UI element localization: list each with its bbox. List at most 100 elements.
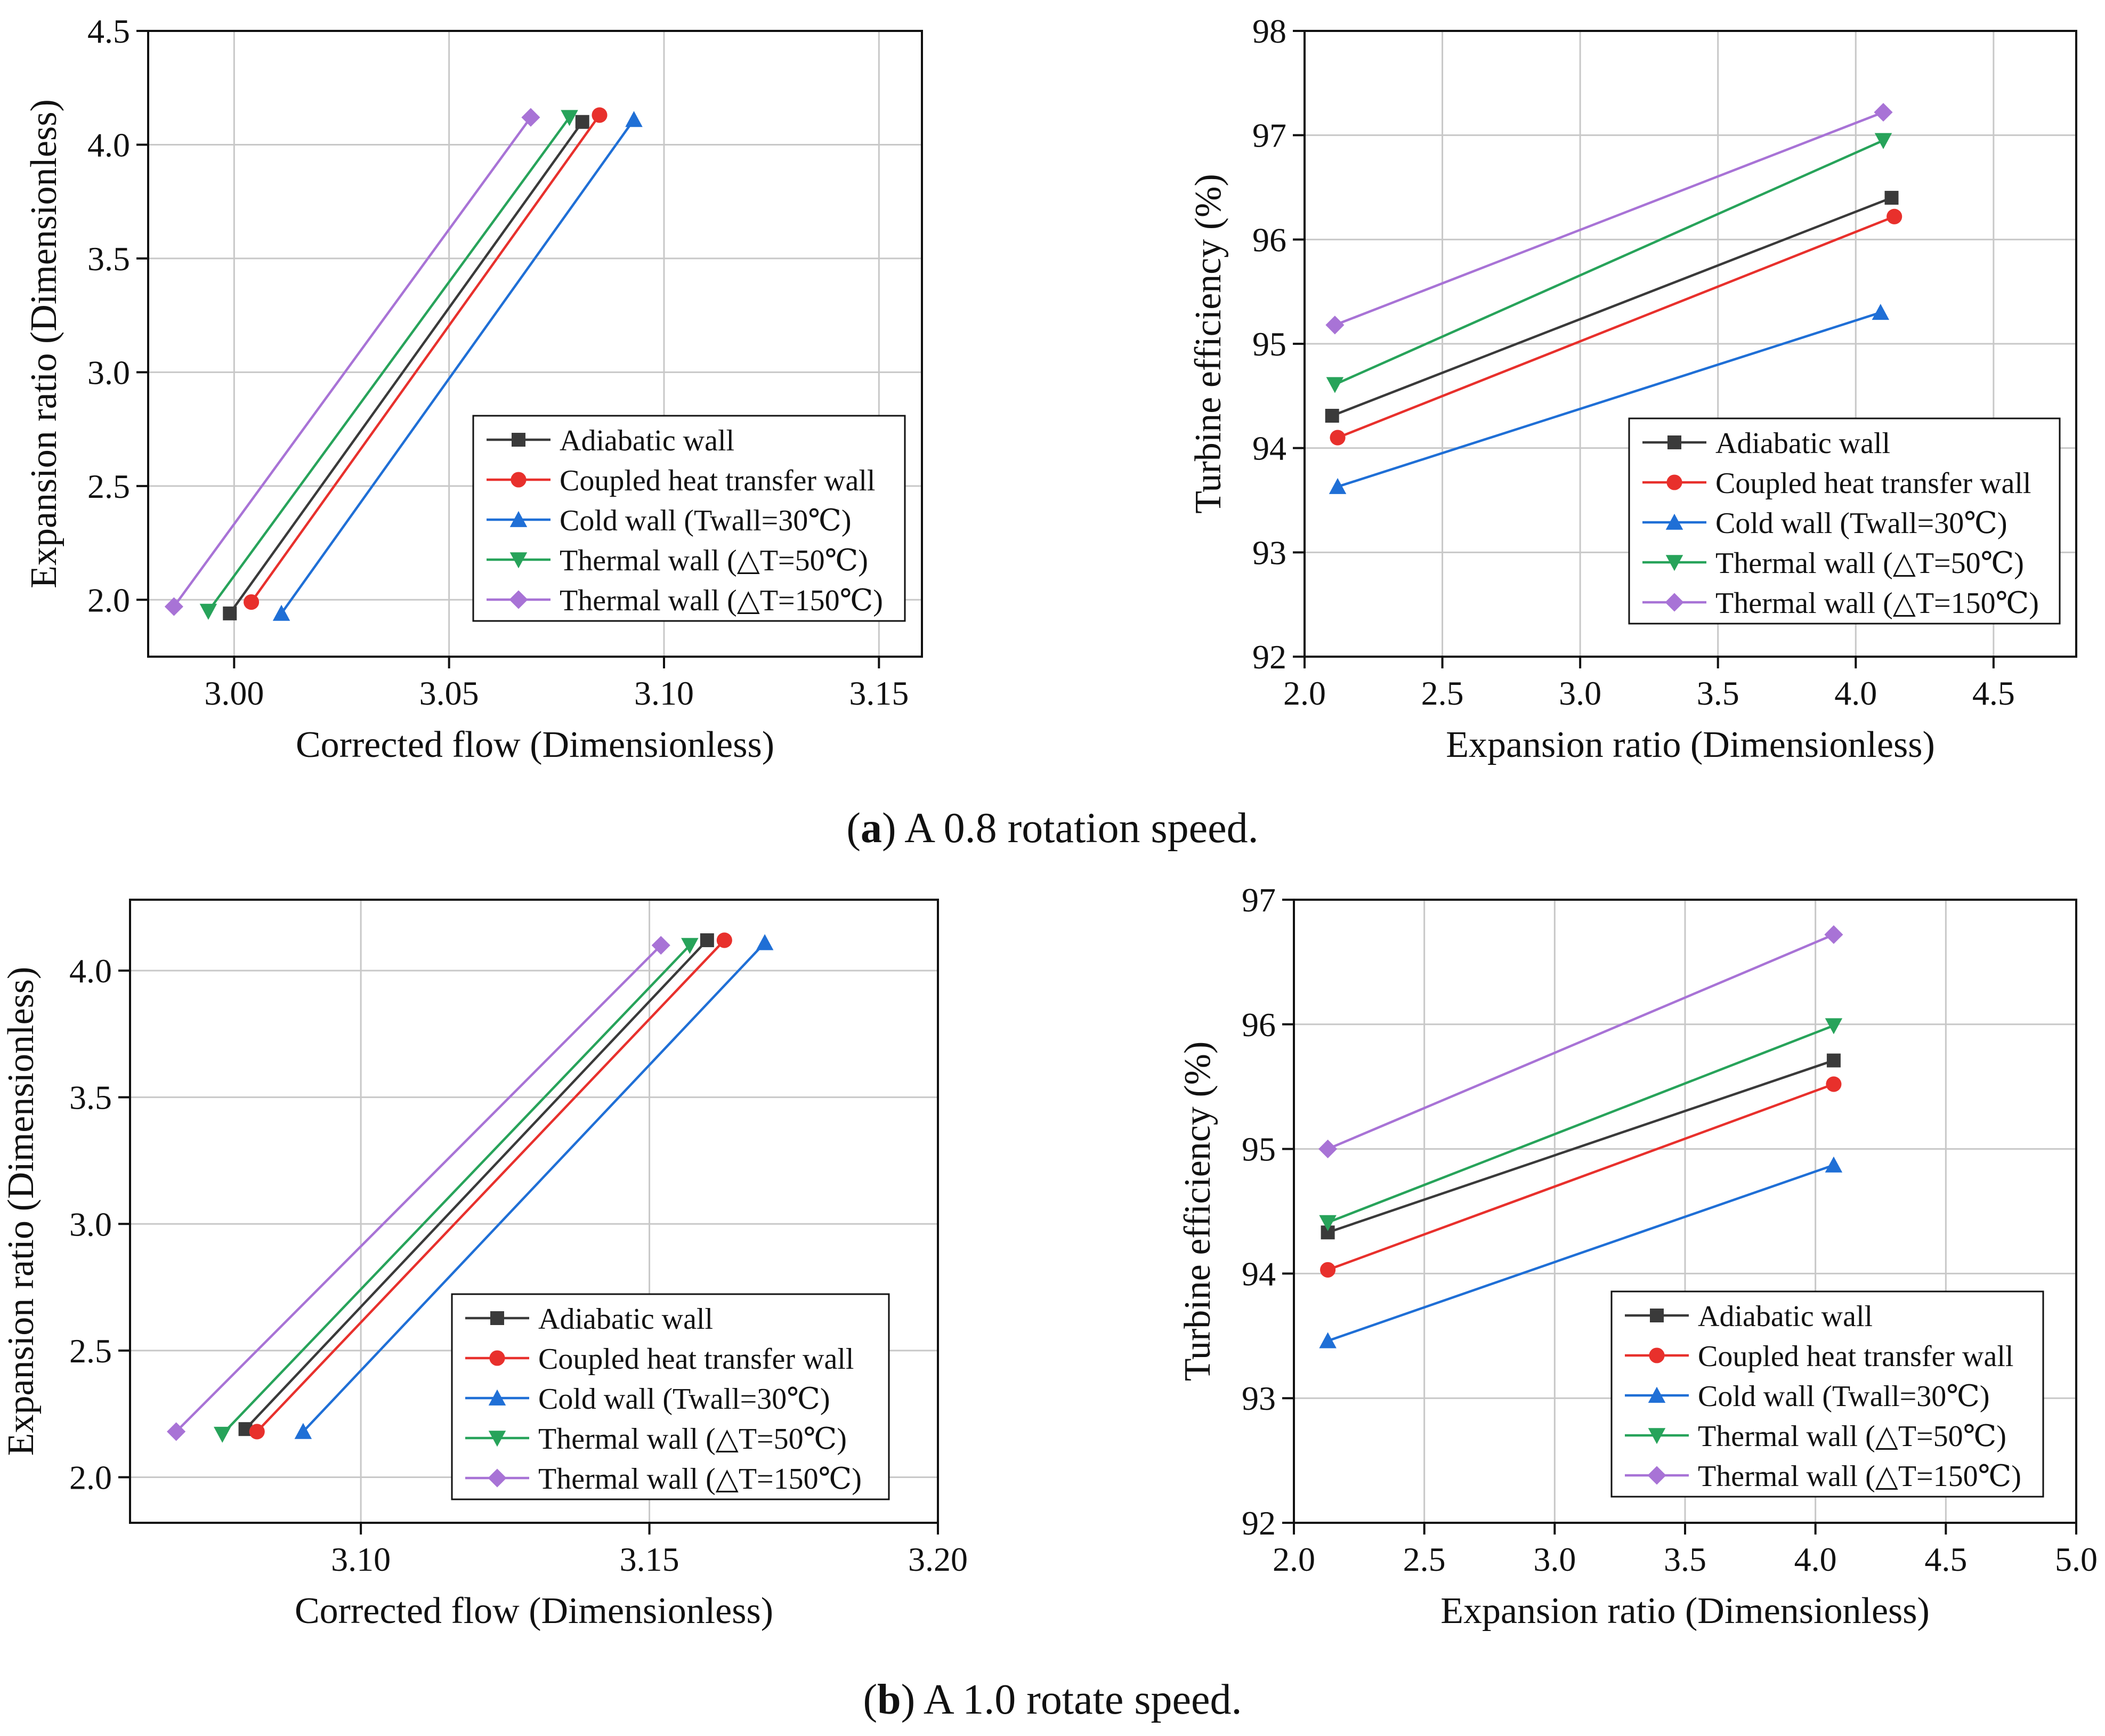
legend-marker-thermal50 bbox=[488, 1431, 506, 1447]
legend-label-adiabatic: Adiabatic wall bbox=[538, 1303, 713, 1336]
series-cold bbox=[294, 934, 774, 1439]
data-point-cold bbox=[294, 1423, 312, 1439]
legend-marker-thermal50 bbox=[1648, 1428, 1666, 1444]
x-tick-label: 3.5 bbox=[1664, 1540, 1706, 1578]
series-thermal50 bbox=[1319, 1018, 1843, 1231]
x-axis-label: Expansion ratio (Dimensionless) bbox=[1446, 724, 1935, 765]
x-tick-label: 3.05 bbox=[419, 674, 479, 712]
data-point-thermal150 bbox=[164, 597, 183, 616]
x-tick-label: 4.5 bbox=[1924, 1540, 1967, 1578]
data-point-coupled bbox=[592, 107, 608, 123]
series-line-thermal50 bbox=[207, 116, 571, 612]
y-tick-label: 2.5 bbox=[87, 467, 130, 505]
x-tick-label: 2.5 bbox=[1421, 674, 1464, 712]
x-tick-label: 2.5 bbox=[1403, 1540, 1446, 1578]
y-tick-label: 98 bbox=[1252, 12, 1286, 50]
legend-label-thermal150: Thermal wall (△T=150℃) bbox=[538, 1463, 862, 1496]
legend-marker-thermal150 bbox=[488, 1468, 507, 1488]
y-tick-label: 97 bbox=[1242, 881, 1276, 919]
legend-marker-thermal50 bbox=[1665, 555, 1683, 571]
legend-box bbox=[1610, 1290, 2044, 1498]
data-point-thermal150 bbox=[1874, 103, 1893, 122]
x-tick-label: 4.0 bbox=[1794, 1540, 1837, 1578]
data-point-adiabatic bbox=[1884, 191, 1899, 205]
plot-frame bbox=[129, 899, 939, 1524]
y-tick-label: 4.0 bbox=[69, 952, 112, 990]
y-tick-label: 95 bbox=[1252, 325, 1286, 363]
y-axis-label: Turbine efficiency (%) bbox=[1177, 1041, 1218, 1382]
legend-label-coupled: Coupled heat transfer wall bbox=[538, 1343, 854, 1376]
series-line-cold bbox=[1327, 1164, 1834, 1342]
y-tick-label: 4.5 bbox=[87, 12, 130, 50]
y-axis-label: Turbine efficiency (%) bbox=[1188, 174, 1229, 514]
legend-label-thermal50: Thermal wall (△T=50℃) bbox=[538, 1423, 847, 1456]
data-point-cold bbox=[1872, 304, 1890, 320]
x-tick-label: 3.10 bbox=[634, 674, 694, 712]
legend-label-cold: Cold wall (Twall=30℃) bbox=[538, 1383, 830, 1416]
data-point-thermal50 bbox=[561, 110, 578, 126]
legend-marker-adiabatic bbox=[1667, 435, 1681, 449]
series-thermal150 bbox=[164, 108, 540, 616]
data-point-thermal50 bbox=[1319, 1215, 1337, 1231]
series-line-thermal150 bbox=[173, 116, 532, 608]
data-point-adiabatic bbox=[1325, 409, 1339, 423]
y-tick-label: 95 bbox=[1242, 1131, 1276, 1168]
legend-marker-coupled bbox=[489, 1350, 505, 1366]
legend-label-adiabatic: Adiabatic wall bbox=[1715, 427, 1890, 460]
x-tick-label: 3.15 bbox=[620, 1540, 679, 1578]
series-line-cold bbox=[302, 942, 766, 1433]
legend-label-thermal150: Thermal wall (△T=150℃) bbox=[1698, 1460, 2021, 1493]
x-tick-label: 3.20 bbox=[908, 1540, 968, 1578]
data-point-thermal50 bbox=[214, 1426, 231, 1443]
y-tick-label: 97 bbox=[1252, 117, 1286, 155]
legend-label-thermal150: Thermal wall (△T=150℃) bbox=[1715, 587, 2039, 620]
series-line-adiabatic bbox=[244, 939, 708, 1430]
x-tick-label: 2.0 bbox=[1283, 674, 1326, 712]
legend-box bbox=[1628, 417, 2061, 625]
series-thermal50 bbox=[214, 938, 699, 1443]
y-tick-label: 96 bbox=[1252, 221, 1286, 259]
series-line-adiabatic bbox=[1327, 1059, 1834, 1234]
legend-marker-thermal150 bbox=[509, 590, 528, 609]
legend-label-thermal50: Thermal wall (△T=50℃) bbox=[1698, 1420, 2006, 1453]
y-tick-label: 2.0 bbox=[87, 581, 130, 619]
chart-a-right: 2.0 2.5 3.0 3.5 4.0 4.5 92 93 94 95 96 97 98 Expansio… bbox=[1188, 12, 2077, 765]
legend-marker-adiabatic bbox=[512, 433, 525, 447]
y-tick-label: 94 bbox=[1252, 430, 1286, 467]
y-tick-label: 92 bbox=[1252, 638, 1286, 676]
legend-marker-cold bbox=[1665, 513, 1683, 530]
y-tick-label: 3.5 bbox=[69, 1079, 112, 1117]
y-tick-label: 96 bbox=[1242, 1006, 1276, 1044]
series-cold bbox=[1329, 304, 1890, 494]
caption-b: (b) A 1.0 rotate speed. bbox=[863, 1676, 1242, 1723]
series-line-thermal50 bbox=[1327, 1024, 1834, 1224]
legend-label-thermal150: Thermal wall (△T=150℃) bbox=[560, 584, 883, 617]
x-axis-label: Corrected flow (Dimensionless) bbox=[295, 1590, 773, 1632]
series-adiabatic bbox=[223, 115, 589, 620]
y-tick-label: 3.0 bbox=[87, 353, 130, 391]
series-line-cold bbox=[1337, 311, 1881, 488]
series-coupled bbox=[1330, 208, 1902, 446]
data-point-cold bbox=[1329, 478, 1347, 494]
legend-marker-adiabatic bbox=[1650, 1309, 1664, 1322]
series-coupled bbox=[244, 107, 608, 610]
y-tick-label: 2.0 bbox=[69, 1458, 112, 1496]
data-point-thermal150 bbox=[167, 1422, 186, 1441]
y-tick-label: 94 bbox=[1242, 1255, 1276, 1293]
legend-label-coupled: Coupled heat transfer wall bbox=[560, 464, 875, 497]
chart-b-left: 3.10 3.15 3.20 2.0 2.5 3.0 3.5 4.0 Corrected flo… bbox=[1, 899, 968, 1632]
y-tick-label: 92 bbox=[1242, 1504, 1276, 1542]
legend-label-adiabatic: Adiabatic wall bbox=[560, 424, 734, 457]
y-tick-label: 4.0 bbox=[87, 126, 130, 164]
x-tick-label: 3.5 bbox=[1697, 674, 1739, 712]
y-tick-label: 93 bbox=[1242, 1379, 1276, 1417]
series-line-thermal50 bbox=[1334, 139, 1884, 386]
y-tick-label: 3.0 bbox=[69, 1205, 112, 1243]
series-adiabatic bbox=[1321, 1053, 1841, 1240]
legend-marker-thermal150 bbox=[1647, 1466, 1666, 1485]
legend-marker-coupled bbox=[1649, 1347, 1665, 1363]
chart-a-left: 3.00 3.05 3.10 3.15 2.0 2.5 3.0 3.5 4.0 4.5 Correc… bbox=[23, 12, 923, 765]
data-point-thermal50 bbox=[199, 603, 217, 620]
data-point-adiabatic bbox=[575, 115, 589, 129]
y-axis-label: Expansion ratio (Dimensionless) bbox=[23, 99, 64, 588]
